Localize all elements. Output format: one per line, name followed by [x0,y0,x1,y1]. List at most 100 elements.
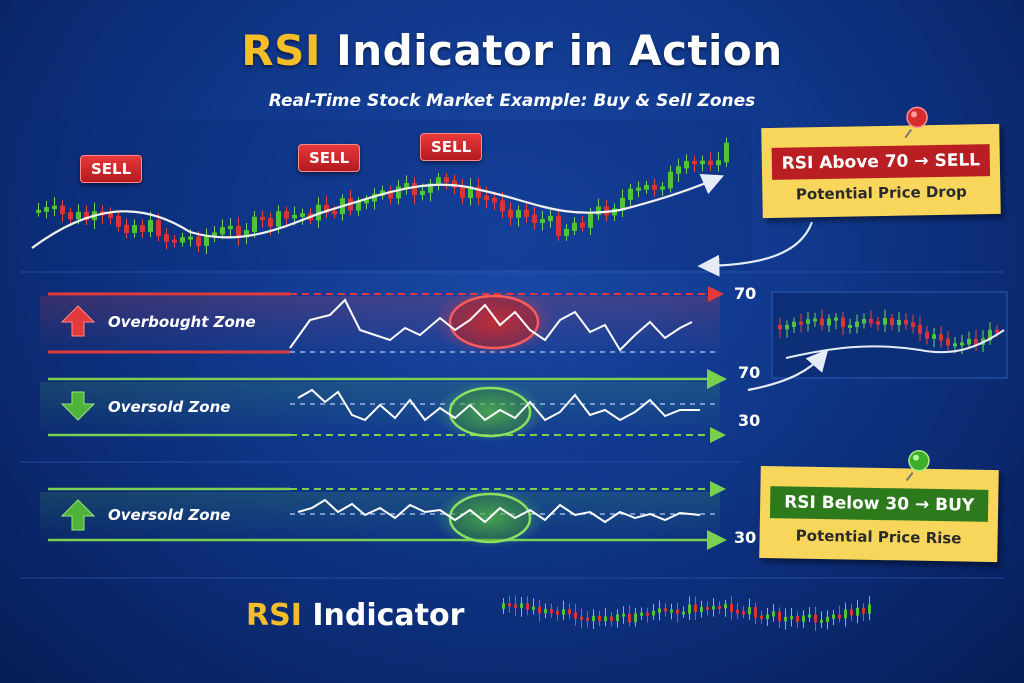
candle [826,616,829,622]
candle [660,186,665,190]
candle [404,183,409,189]
candle [604,616,607,622]
candle [388,190,393,199]
candle [76,211,81,220]
candle [785,324,789,330]
candle [925,331,929,339]
footer-main: Indicator [312,598,465,633]
candle [742,611,745,615]
candle [220,227,225,235]
candle [652,610,655,616]
sell-marker-2: SELL [298,144,361,172]
title-tail: in Action [568,26,783,75]
candle [436,177,441,186]
oversold-highlight-1 [448,386,532,438]
candle [380,190,385,196]
candle [808,614,811,618]
sell-note: RSI Above 70 → SELL Potential Price Drop [761,106,1001,219]
candle [838,614,841,619]
oversold-band-2 [40,492,720,542]
candle [668,171,673,189]
connector-arrow [747,349,829,392]
footer-title: RSI Indicator [246,598,464,633]
candle [718,605,721,609]
subtitle: Real-Time Stock Market Example: Buy & Se… [268,91,756,111]
candle [890,317,894,326]
candle [196,236,201,246]
candle [724,603,727,609]
candle [148,220,153,232]
sell-marker-3: SELL [420,133,483,161]
candle [508,209,513,218]
candle [730,603,733,612]
candle [622,613,625,617]
price-trend-line [31,173,725,249]
candle [316,204,321,221]
candle [428,183,433,193]
candle [204,234,209,246]
candle [911,322,915,328]
candle [628,613,631,623]
candle [526,603,529,610]
candle [420,190,425,195]
candle [682,611,685,615]
candle [856,607,859,616]
candle [700,160,705,165]
candle [180,237,185,243]
candle [514,604,517,608]
candle [634,613,637,623]
candle [640,612,643,616]
sell-note-sub: Potential Price Drop [795,182,967,204]
candle [524,209,529,217]
candle [260,216,265,221]
candle [724,142,729,163]
candle [364,199,369,204]
candle [492,198,497,203]
candle [862,318,866,324]
candle [716,160,721,166]
candle [676,609,679,614]
candle [766,614,769,619]
candle [688,604,691,614]
pushpin-green-icon [905,449,930,482]
candle [974,338,978,345]
arrow-down-green-icon [60,391,96,421]
candle [988,329,992,341]
mini-chart-panel [771,291,1008,379]
candle [967,338,971,345]
overbought-highlight [448,294,540,350]
candle [108,213,113,218]
candle [636,187,641,191]
candle [116,215,121,227]
candle [540,219,545,223]
footer-ticker-candles [502,595,871,631]
mini-candles [778,309,999,355]
candle [276,211,281,227]
candle [813,318,817,322]
title-main: Indicator [336,26,554,75]
candle [946,338,950,346]
candle [953,343,957,347]
rsi-line-overbought [289,298,693,352]
oversold-glow-1 [434,382,546,442]
candle [848,325,852,329]
candle [616,614,619,622]
candle [646,612,649,616]
candle [684,160,689,169]
candle [855,321,859,328]
candle [68,212,73,220]
candle [468,186,473,199]
candle [532,214,537,223]
candle [44,207,49,212]
candle [580,616,583,620]
candle [592,615,595,622]
candle [562,609,565,615]
candle [806,319,810,324]
buy-note-sub: Potential Price Rise [795,526,962,548]
candle [706,607,709,611]
arrow-up-green-icon [60,499,96,531]
candle [598,615,601,622]
candle [883,317,887,325]
candle [772,611,775,617]
candle [508,603,511,607]
